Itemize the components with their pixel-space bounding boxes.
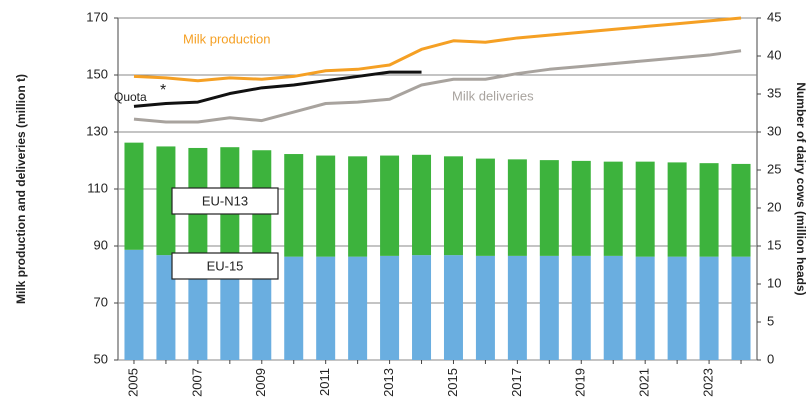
y2-tick-label: 5	[767, 313, 774, 328]
bar	[380, 155, 400, 256]
bar	[156, 146, 176, 256]
bar	[284, 154, 304, 257]
y-tick-label: 70	[94, 294, 108, 309]
legend-box	[171, 252, 279, 280]
x-tick-label: 2013	[381, 368, 396, 397]
labels: 50 70 90 110 130 150 170 0 5 10 15 20 25 30 35 40 45 Milk…	[14, 9, 808, 396]
bar	[348, 156, 368, 257]
bar	[443, 156, 463, 256]
x-tick-label: 2005	[125, 368, 140, 397]
bar	[699, 163, 719, 257]
x-tick-label: 2015	[445, 368, 460, 397]
bar	[188, 255, 208, 360]
y2-axis-label: Number of dairy cows (million heads)	[794, 82, 808, 295]
bar	[507, 255, 527, 360]
bar	[603, 255, 623, 360]
y-tick-label: 110	[87, 180, 108, 195]
x-tick-label: 2017	[509, 368, 524, 397]
y2-tick-label: 45	[767, 9, 781, 24]
bar	[667, 162, 687, 257]
y-axis-label: Milk production and deliveries (million …	[14, 74, 28, 304]
line-label: Quota	[114, 90, 147, 104]
bar	[284, 256, 304, 360]
line	[133, 16, 742, 83]
bar	[635, 161, 655, 257]
legend-label: EU-N13	[202, 193, 248, 208]
y2-tick-label: 15	[767, 237, 781, 252]
bar	[124, 142, 144, 250]
y-tick-label: 50	[94, 351, 108, 366]
bar	[635, 256, 655, 360]
bar	[348, 256, 368, 360]
y2-tick-label: 40	[767, 47, 781, 62]
line-label: Milk deliveries	[452, 88, 534, 103]
line-label: Milk production	[183, 31, 270, 46]
bar	[156, 255, 176, 360]
x-tick-label: 2011	[317, 368, 332, 396]
bar	[571, 255, 591, 360]
y2-tick-label: 30	[767, 123, 781, 138]
bar	[475, 255, 495, 360]
bar	[316, 256, 336, 360]
y-tick-label: 150	[86, 66, 108, 81]
bar	[220, 254, 240, 360]
x-tick-label: 2023	[701, 368, 716, 397]
y2-tick-label: 25	[767, 161, 781, 176]
line	[133, 70, 422, 108]
bar	[412, 154, 432, 256]
bar	[571, 160, 591, 256]
y2-tick-label: 0	[767, 351, 774, 366]
bar	[412, 255, 432, 360]
legend-label: EU-15	[207, 258, 244, 273]
lines	[133, 16, 742, 124]
bar	[443, 255, 463, 360]
bar	[380, 255, 400, 360]
y2-tick-label: 20	[767, 199, 781, 214]
x-tick-label: 2021	[637, 368, 652, 397]
y2-tick-label: 10	[767, 275, 781, 290]
line	[133, 49, 742, 124]
bar	[731, 256, 751, 360]
bar	[252, 255, 272, 360]
bar	[539, 160, 559, 256]
y-tick-label: 170	[86, 9, 108, 24]
bars	[124, 142, 751, 360]
bar	[699, 256, 719, 360]
x-tick-label: 2019	[573, 368, 588, 397]
annotation: *	[160, 82, 166, 99]
y2-tick-label: 35	[767, 85, 781, 100]
y-tick-label: 90	[94, 237, 108, 252]
legend-box	[171, 187, 279, 215]
bar	[603, 161, 623, 256]
y-tick-label: 130	[86, 123, 108, 138]
x-tick-label: 2009	[253, 368, 268, 397]
x-tick-label: 2007	[189, 368, 204, 397]
bar	[731, 163, 751, 257]
bar	[507, 159, 527, 256]
bar	[316, 155, 336, 257]
bar	[539, 255, 559, 360]
bar	[475, 158, 495, 256]
bar	[667, 256, 687, 360]
bar	[124, 249, 144, 360]
